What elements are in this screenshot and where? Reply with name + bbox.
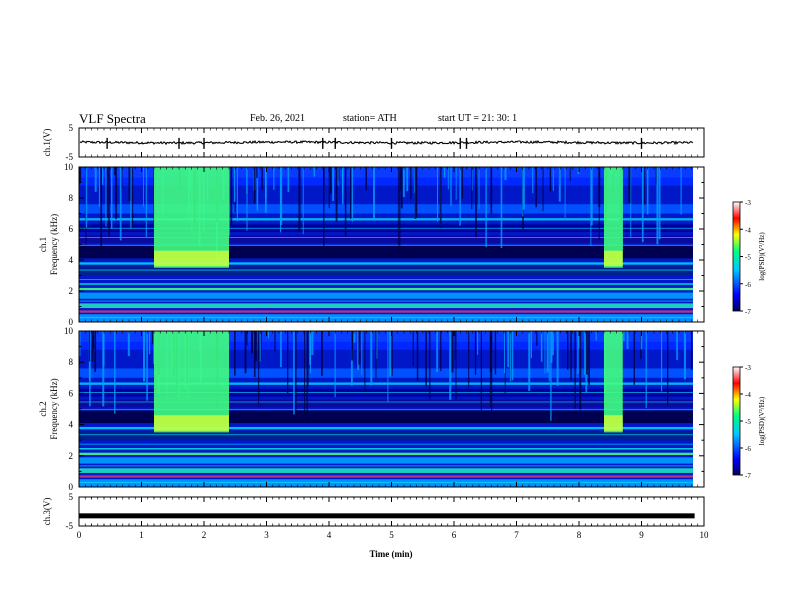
colorbar-tick-label: -4 <box>745 391 751 399</box>
y-tick-label: 10 <box>64 162 74 172</box>
colorbar-label: log(PSD)(V²/Hz) <box>758 232 766 281</box>
x-axis-label: Time (min) <box>369 549 412 559</box>
frequency-band <box>79 457 693 464</box>
y-tick-label: 2 <box>69 451 74 461</box>
colorbar-tick-label: -6 <box>745 281 751 289</box>
y-tick-label: 4 <box>69 420 74 430</box>
frequency-band <box>79 303 693 309</box>
y-tick-label: 8 <box>69 193 74 203</box>
emission-block <box>604 331 623 433</box>
colorbar-tick-label: -6 <box>745 445 751 453</box>
frequency-band <box>79 452 693 456</box>
colorbar-tick-label: -3 <box>745 199 751 207</box>
frequency-band <box>79 292 693 299</box>
frequency-band <box>79 266 693 276</box>
colorbar-tick-label: -5 <box>745 418 751 426</box>
frequency-band <box>79 341 693 350</box>
y-axis-label: ch.1 <box>38 237 48 252</box>
x-tick-label: 5 <box>389 530 394 540</box>
frequency-band <box>79 310 693 313</box>
station-label: station= ATH <box>343 113 397 124</box>
frequency-band <box>79 479 693 487</box>
spectrogram-image <box>79 167 693 322</box>
frequency-band <box>79 177 693 186</box>
spectrogram-image <box>79 331 693 487</box>
colorbar-tick-label: -5 <box>745 254 751 262</box>
frequency-band <box>79 283 693 285</box>
y-axis-label: Frequency (kHz) <box>49 214 59 275</box>
y-tick-label: 0 <box>69 317 74 327</box>
frequency-band <box>79 204 693 214</box>
date-label: Feb. 26, 2021 <box>250 113 305 124</box>
y-tick-label: 6 <box>69 388 74 398</box>
y-tick-label: 2 <box>69 286 74 296</box>
frequency-band <box>79 218 693 221</box>
y-tick-label: -5 <box>66 521 74 531</box>
y-axis-label: ch.1(V) <box>42 129 52 157</box>
y-tick-label: -5 <box>66 152 74 162</box>
frequency-band <box>79 399 693 408</box>
frequency-band <box>79 410 693 424</box>
x-tick-label: 3 <box>264 530 269 540</box>
y-axis-label: ch.3(V) <box>42 498 52 526</box>
frequency-band <box>79 382 693 385</box>
frequency-band <box>79 167 693 178</box>
frequency-band <box>79 287 693 291</box>
frequency-band <box>79 475 693 478</box>
frequency-band <box>79 314 693 322</box>
x-tick-label: 10 <box>700 530 710 540</box>
y-tick-label: 5 <box>69 123 74 133</box>
emission-core <box>604 415 623 431</box>
y-tick-label: 0 <box>69 482 74 492</box>
waveform-trace <box>79 513 695 519</box>
x-tick-label: 6 <box>452 530 457 540</box>
frequency-band <box>79 468 693 473</box>
emission-block <box>604 167 623 268</box>
x-tick-label: 2 <box>202 530 207 540</box>
colorbar <box>732 201 741 312</box>
y-axis-label: ch.2 <box>38 401 48 416</box>
start-time-label: start UT = 21: 30: 1 <box>438 113 518 124</box>
emission-core <box>154 250 229 267</box>
frequency-band <box>79 430 693 441</box>
frequency-band <box>79 426 693 430</box>
y-tick-label: 4 <box>69 255 74 265</box>
waveform-trace <box>79 139 694 146</box>
emission-core <box>604 250 623 267</box>
y-tick-label: 10 <box>64 326 74 336</box>
frequency-band <box>79 262 693 265</box>
colorbar-tick-label: -7 <box>745 472 751 480</box>
x-tick-label: 1 <box>139 530 144 540</box>
figure-title: VLF Spectra <box>79 111 146 126</box>
y-tick-label: 5 <box>69 492 74 502</box>
x-tick-label: 4 <box>327 530 332 540</box>
x-tick-label: 9 <box>639 530 644 540</box>
x-tick-label: 0 <box>77 530 82 540</box>
y-axis-label: Frequency (kHz) <box>49 378 59 439</box>
colorbar-tick-label: -7 <box>745 308 751 316</box>
colorbar <box>732 366 741 476</box>
frequency-band <box>79 246 693 259</box>
y-tick-label: 6 <box>69 224 74 234</box>
colorbar-tick-label: -3 <box>745 364 751 372</box>
frequency-band <box>79 368 693 378</box>
frequency-band <box>79 235 693 243</box>
colorbar-tick-label: -4 <box>745 226 751 234</box>
frequency-band <box>79 448 693 450</box>
frequency-band <box>79 331 693 342</box>
x-tick-label: 8 <box>577 530 582 540</box>
colorbar-label: log(PSD)(V²/Hz) <box>758 396 766 445</box>
x-tick-label: 7 <box>514 530 519 540</box>
emission-core <box>154 415 229 431</box>
y-tick-label: 8 <box>69 357 74 367</box>
